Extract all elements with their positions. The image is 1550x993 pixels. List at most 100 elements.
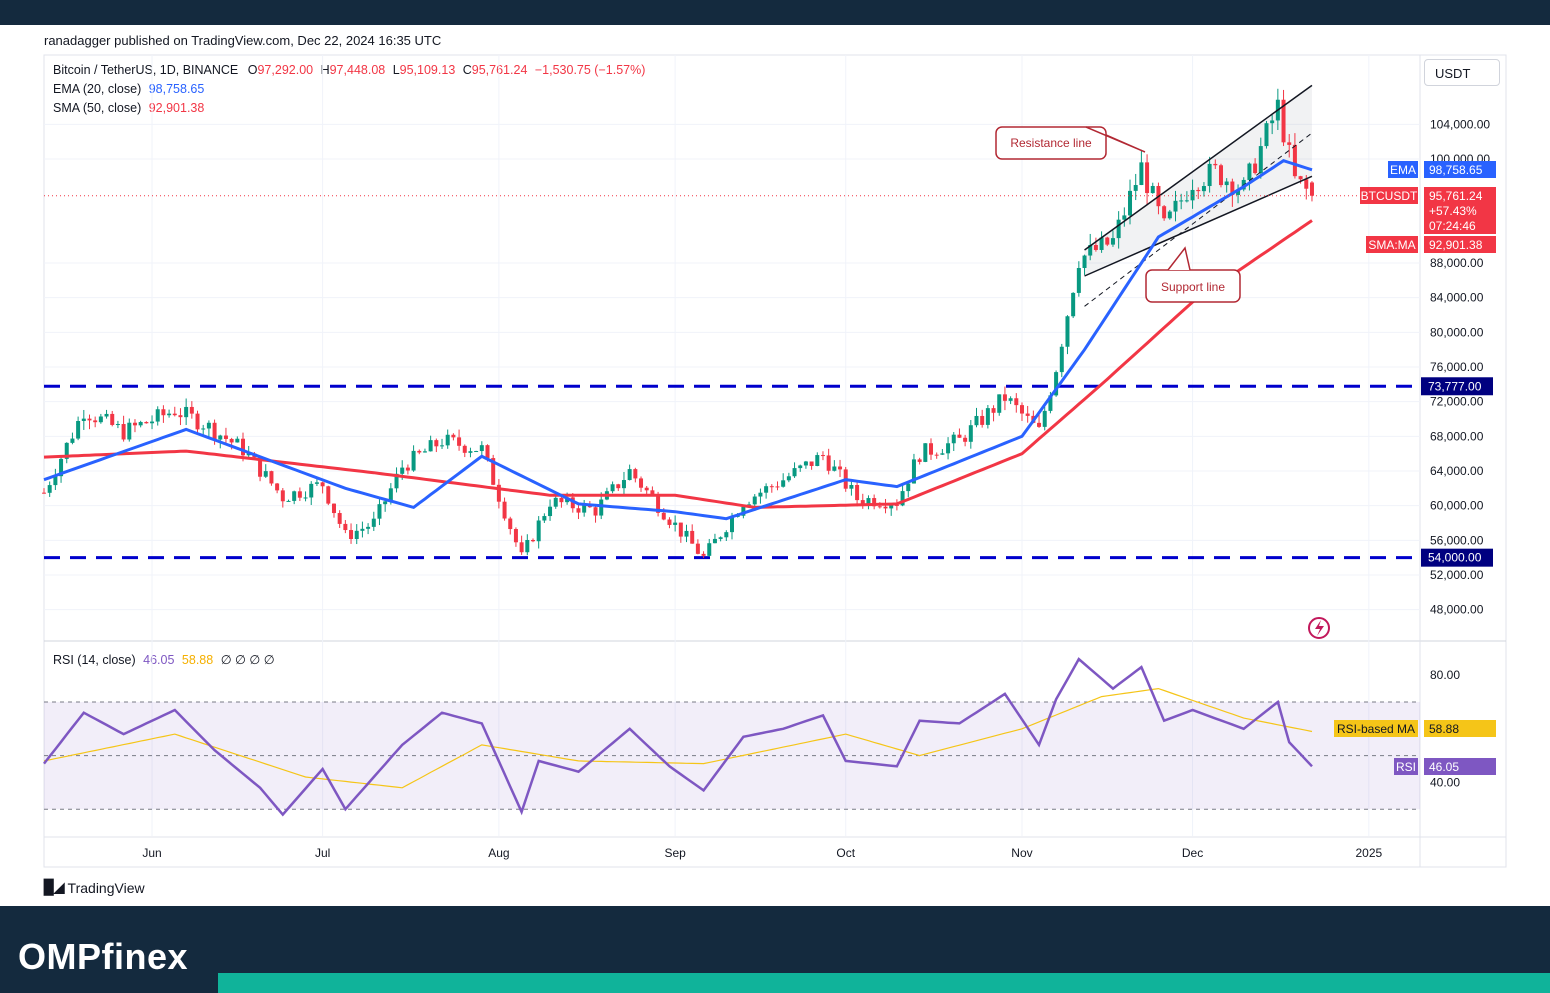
candle-body — [530, 539, 535, 542]
btcusdt-tag-bg — [1360, 187, 1418, 204]
candle-body — [104, 413, 109, 417]
candle-body — [593, 507, 598, 516]
candle-body — [826, 455, 831, 471]
candle-body — [428, 440, 433, 452]
chart-frame — [43, 54, 1507, 868]
candle-body — [127, 422, 132, 440]
candle-body — [1173, 200, 1178, 212]
y-tick-label: 76,000.00 — [1430, 360, 1484, 374]
x-tick-label: Aug — [488, 846, 509, 860]
candle-body — [349, 530, 354, 540]
candle-body — [877, 506, 882, 508]
candle-body — [411, 450, 416, 471]
symbol-name[interactable]: Bitcoin / TetherUS, 1D, BINANCE — [53, 63, 239, 77]
rsi-value: 46.05 — [143, 653, 175, 667]
level-label-bg — [1421, 548, 1493, 567]
candle-body — [138, 422, 143, 426]
candle-body — [838, 466, 843, 470]
price-chart[interactable]: 48,000.00 52,000.00 56,000.00 60,000.00 64,0… — [0, 0, 1550, 906]
candle-body — [1247, 163, 1252, 180]
y-tick-label: 52,000.00 — [1430, 568, 1484, 582]
low-value: 95,109.13 — [399, 63, 456, 77]
candle-body — [155, 409, 160, 422]
y-tick-label: 64,000.00 — [1430, 464, 1484, 478]
candle-body — [1179, 200, 1184, 202]
candle-body — [263, 471, 268, 477]
rsi-ma-value: 58.88 — [181, 653, 214, 667]
candle-body — [246, 453, 251, 456]
candle-body — [258, 457, 263, 477]
candle-body — [1150, 185, 1155, 194]
candle-body — [1236, 189, 1241, 195]
candle-body — [320, 482, 325, 487]
close-label: C — [462, 63, 472, 77]
candle-body — [968, 425, 973, 442]
btcusdt-countdown: 07:24:46 — [1429, 219, 1476, 233]
ema-tag-bg — [1388, 161, 1418, 178]
candle-body — [422, 451, 427, 453]
candle-body — [195, 413, 200, 430]
candle-body — [354, 530, 359, 540]
support-callout-box — [1145, 269, 1241, 303]
candle-body — [445, 434, 450, 446]
candle-body — [485, 445, 490, 459]
candle-body — [616, 484, 621, 489]
candle-body — [536, 520, 541, 542]
candle-body — [1298, 176, 1303, 180]
candle-body — [314, 482, 319, 484]
candle-body — [1019, 405, 1024, 414]
candle-body — [235, 438, 240, 443]
candle-body — [1139, 162, 1144, 186]
candle-body — [223, 435, 228, 439]
candle-body — [650, 490, 655, 496]
rsi-line — [43, 657, 1313, 817]
x-tick-label: Jun — [142, 846, 161, 860]
rsi-tick-label: 40.00 — [1430, 775, 1460, 789]
candle-body — [1224, 181, 1229, 186]
rsi-ma-tag-bg — [1334, 720, 1418, 737]
candle-body — [206, 422, 211, 429]
candle-body — [53, 476, 58, 486]
candle-body — [667, 519, 672, 525]
rsi-tag-label: RSI — [1396, 760, 1416, 774]
candle-body — [951, 434, 956, 444]
currency-button[interactable]: USDT — [1424, 59, 1500, 86]
candle-body — [502, 501, 507, 519]
support-callout-label: Support line — [1161, 280, 1225, 294]
candle-body — [178, 415, 183, 418]
rsi-value: 46.05 — [1429, 760, 1459, 774]
sma-tag-label: SMA:MA — [1368, 238, 1415, 252]
candle-body — [758, 492, 763, 497]
candle-body — [297, 491, 302, 498]
tradingview-logo[interactable]: ▉◢ TradingView — [44, 879, 145, 896]
candle-body — [1292, 144, 1297, 177]
candle-body — [684, 530, 689, 537]
candle-body — [582, 504, 587, 513]
ema-value: 98,758.65 — [148, 82, 205, 96]
candle-body — [121, 424, 126, 440]
candle-body — [769, 486, 774, 488]
candle-body — [241, 438, 246, 456]
candle-body — [172, 413, 177, 416]
candle-body — [639, 478, 644, 488]
candle-body — [98, 416, 103, 423]
candle-body — [189, 406, 194, 414]
candle-body — [940, 453, 945, 455]
channel-upper-line — [1084, 84, 1313, 251]
candle-body — [673, 522, 678, 525]
candle-body — [627, 469, 632, 481]
level-label: 73,777.00 — [1428, 379, 1482, 393]
sma-price-bg — [1424, 236, 1496, 253]
candle-body — [434, 440, 439, 447]
ema-legend[interactable]: EMA (20, close) 98,758.65 — [53, 82, 204, 96]
candle-body — [576, 508, 581, 513]
candle-body — [1059, 346, 1064, 373]
rsi-legend[interactable]: RSI (14, close) 46.05 58.88 ∅ ∅ ∅ ∅ — [53, 652, 275, 667]
candle-body — [93, 420, 98, 423]
sma-legend[interactable]: SMA (50, close) 92,901.38 — [53, 101, 204, 115]
candle-body — [1145, 162, 1150, 194]
candle-body — [957, 434, 962, 438]
rsi-ma-line — [43, 687, 1313, 789]
candle-body — [1008, 398, 1013, 401]
candle-body — [525, 539, 530, 553]
